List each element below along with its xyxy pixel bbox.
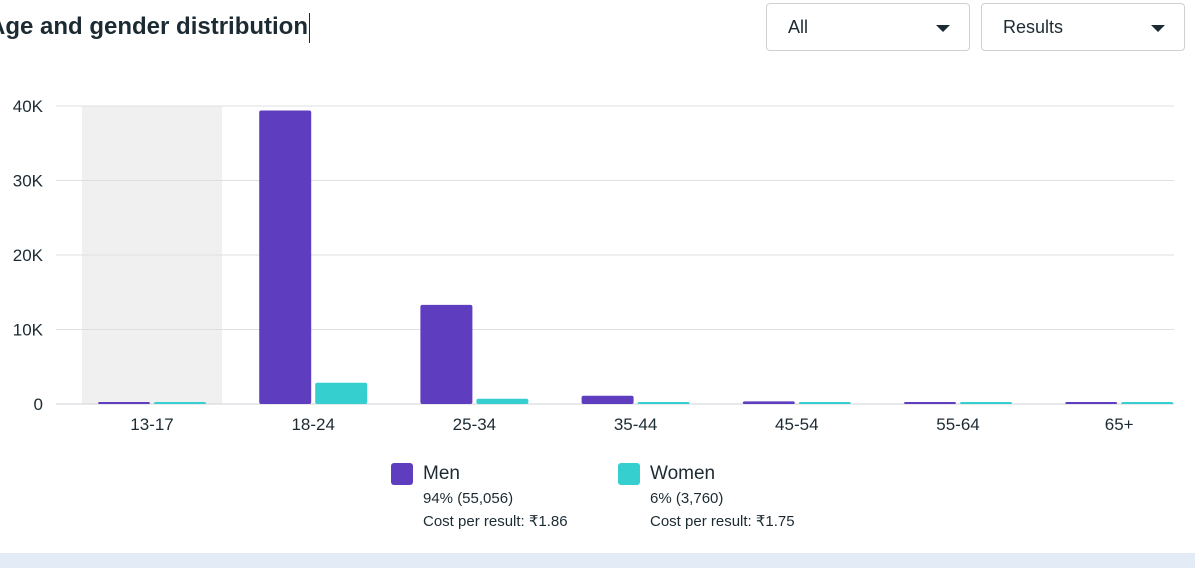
footer-bar: [0, 553, 1195, 568]
bar-chart: 0 10K 20K 30K 40K 13-17 18-24 25-34 35-44 45-54 55…: [13, 97, 1174, 434]
x-tick-label: 25-34: [453, 415, 496, 434]
legend-share-men: 94% (55,056): [423, 490, 514, 507]
bar-women-35-44: [637, 402, 690, 404]
y-tick-label: 20K: [13, 246, 44, 265]
chart-title: Age and gender distribution: [0, 10, 311, 44]
y-tick-label: 30K: [13, 172, 44, 191]
chart-title-text: Age and gender distribution: [0, 13, 309, 40]
bar-men-25-34: [420, 304, 473, 404]
legend-cost-men: Cost per result: ₹1.86: [423, 513, 568, 530]
metric-value: Results: [1003, 17, 1064, 37]
bar-women-18-24: [315, 382, 368, 404]
x-tick-label: 13-17: [130, 415, 173, 434]
bar-men-13-17: [98, 402, 150, 404]
x-tick-label: 35-44: [614, 415, 657, 434]
legend-swatch-men: [391, 463, 413, 485]
audience-filter-dropdown[interactable]: All: [766, 3, 970, 51]
y-tick-label: 10K: [13, 321, 44, 340]
bar-women-55-64: [960, 402, 1012, 404]
caret-down-icon: [1151, 25, 1165, 32]
bar-women-13-17: [154, 402, 206, 404]
y-tick-label: 0: [34, 395, 43, 414]
legend-share-women: 6% (3,760): [650, 490, 724, 507]
caret-down-icon: [936, 25, 950, 32]
legend-label-women: Women: [650, 463, 716, 484]
bar-men-18-24: [259, 110, 312, 404]
bar-men-45-54: [742, 401, 795, 404]
audience-filter-value: All: [788, 17, 809, 37]
bar-women-45-54: [798, 402, 851, 404]
x-tick-label: 55-64: [936, 415, 979, 434]
bar-men-55-64: [904, 402, 956, 404]
bar-women-65+: [1121, 402, 1174, 404]
legend-cost-women: Cost per result: ₹1.75: [650, 513, 795, 530]
legend-label-men: Men: [423, 463, 460, 484]
x-tick-label: 18-24: [291, 415, 334, 434]
x-tick-label: 45-54: [775, 415, 818, 434]
bar-men-35-44: [581, 395, 634, 404]
text-cursor: [309, 12, 311, 43]
x-tick-label: 65+: [1105, 415, 1134, 434]
legend-swatch-women: [618, 463, 640, 485]
bar-women-25-34: [476, 398, 529, 404]
metric-dropdown[interactable]: Results: [981, 3, 1185, 51]
bar-men-65+: [1065, 402, 1118, 404]
y-tick-label: 40K: [13, 97, 44, 116]
